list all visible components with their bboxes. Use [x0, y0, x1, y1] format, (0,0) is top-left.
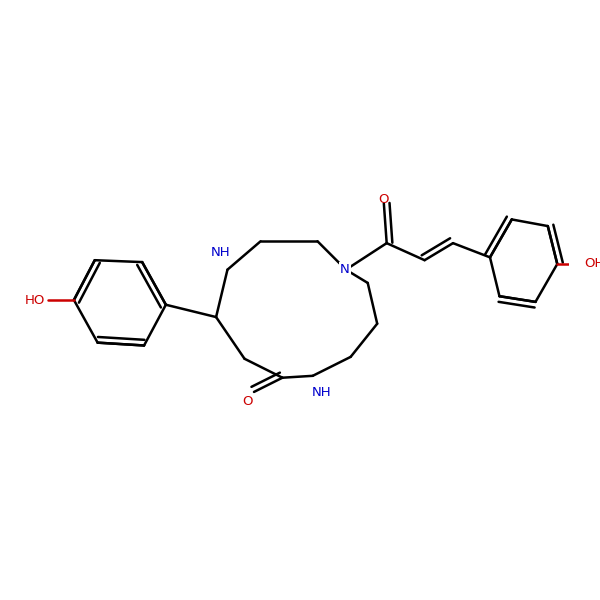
Text: NH: NH — [311, 386, 331, 399]
Text: N: N — [340, 263, 350, 276]
Text: OH: OH — [584, 257, 600, 271]
Text: HO: HO — [25, 293, 46, 307]
Text: NH: NH — [211, 247, 230, 259]
Text: O: O — [379, 193, 389, 206]
Text: O: O — [242, 395, 253, 408]
